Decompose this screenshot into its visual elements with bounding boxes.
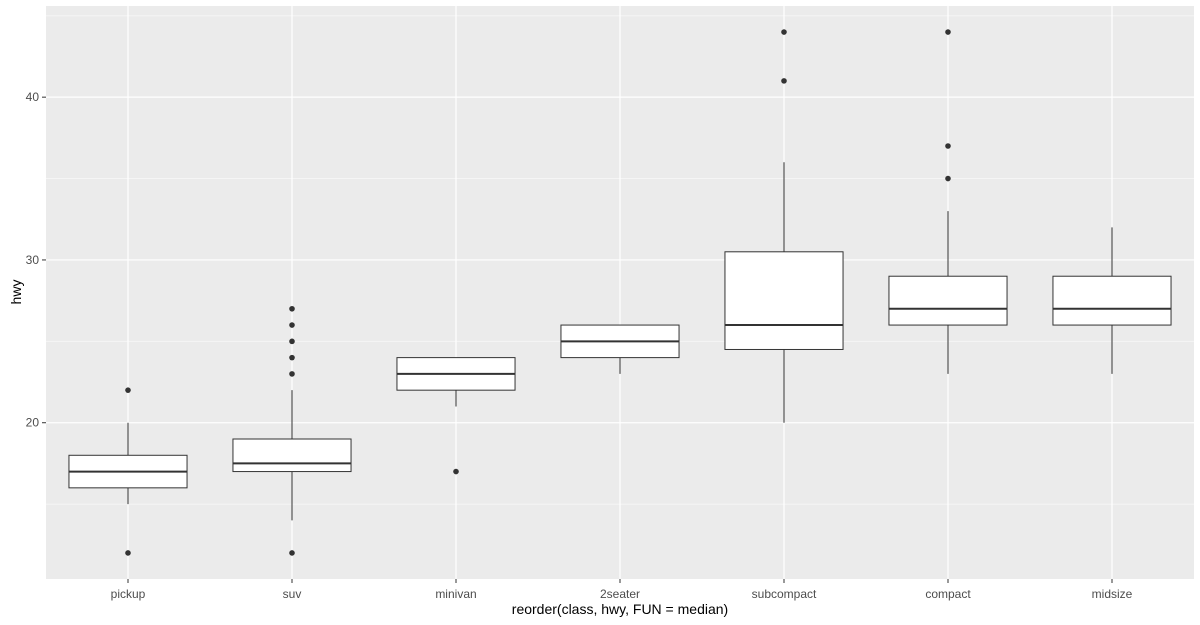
y-axis-title: hwy <box>8 280 24 305</box>
outlier-point <box>945 29 951 35</box>
outlier-point <box>453 468 459 475</box>
x-tick-label: suv <box>283 587 302 601</box>
outlier-point <box>289 354 295 361</box>
x-axis-title: reorder(class, hwy, FUN = median) <box>512 601 728 617</box>
outlier-point <box>125 550 131 556</box>
box-subcompact <box>724 29 844 423</box>
outlier-point <box>289 371 295 377</box>
outlier-point <box>125 387 131 393</box>
outlier-point <box>289 305 295 312</box>
x-tick-label: midsize <box>1092 587 1133 601</box>
outlier-point <box>945 143 951 149</box>
box-pickup <box>68 387 188 556</box>
outlier-point <box>781 29 787 35</box>
y-tick-label: 20 <box>26 416 40 430</box>
y-axis-ticks: 20 30 40 <box>26 90 46 430</box>
box-2seater <box>560 324 680 374</box>
x-tick-label: compact <box>925 587 971 601</box>
box-compact <box>888 29 1008 374</box>
box-suv <box>232 305 352 556</box>
x-tick-label: minivan <box>435 587 476 601</box>
y-tick-label: 30 <box>26 253 40 267</box>
outlier-point <box>289 322 295 328</box>
outlier-point <box>945 175 951 182</box>
outlier-point <box>289 550 295 556</box>
box-iqr <box>724 251 844 350</box>
outlier-point <box>289 338 295 345</box>
x-tick-label: pickup <box>111 587 146 601</box>
x-tick-label: subcompact <box>752 587 817 601</box>
outlier-point <box>781 78 787 84</box>
x-axis-ticks: pickup suv minivan 2seater subcompact compact… <box>111 579 1133 601</box>
box-midsize <box>1052 227 1172 374</box>
box-iqr <box>888 275 1008 326</box>
box-iqr <box>1052 275 1172 326</box>
box-iqr <box>232 438 352 473</box>
box-layer <box>68 29 1172 556</box>
y-tick-label: 40 <box>26 90 40 104</box>
x-tick-label: 2seater <box>600 587 640 601</box>
box-minivan <box>396 357 516 475</box>
